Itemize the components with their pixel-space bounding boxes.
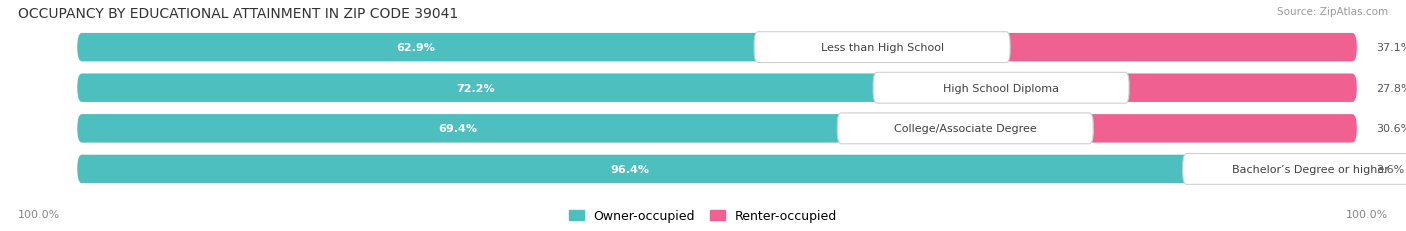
Text: 62.9%: 62.9% <box>396 43 436 53</box>
FancyBboxPatch shape <box>77 115 1357 143</box>
Text: OCCUPANCY BY EDUCATIONAL ATTAINMENT IN ZIP CODE 39041: OCCUPANCY BY EDUCATIONAL ATTAINMENT IN Z… <box>18 7 458 21</box>
FancyBboxPatch shape <box>77 34 882 62</box>
FancyBboxPatch shape <box>1182 154 1406 185</box>
Text: 30.6%: 30.6% <box>1376 124 1406 134</box>
Text: High School Diploma: High School Diploma <box>943 83 1059 93</box>
Text: 100.0%: 100.0% <box>18 210 60 219</box>
FancyBboxPatch shape <box>77 74 1357 103</box>
FancyBboxPatch shape <box>754 33 1010 63</box>
Text: 37.1%: 37.1% <box>1376 43 1406 53</box>
FancyBboxPatch shape <box>966 115 1357 143</box>
Text: 69.4%: 69.4% <box>437 124 477 134</box>
Text: 72.2%: 72.2% <box>456 83 495 93</box>
FancyBboxPatch shape <box>1001 74 1357 103</box>
Text: Less than High School: Less than High School <box>821 43 943 53</box>
Text: 96.4%: 96.4% <box>610 164 650 174</box>
Text: 3.6%: 3.6% <box>1376 164 1405 174</box>
FancyBboxPatch shape <box>1310 155 1357 183</box>
Legend: Owner-occupied, Renter-occupied: Owner-occupied, Renter-occupied <box>568 210 838 222</box>
FancyBboxPatch shape <box>77 155 1357 183</box>
Text: College/Associate Degree: College/Associate Degree <box>894 124 1036 134</box>
Text: 100.0%: 100.0% <box>1346 210 1388 219</box>
FancyBboxPatch shape <box>882 34 1357 62</box>
Text: Bachelor’s Degree or higher: Bachelor’s Degree or higher <box>1232 164 1389 174</box>
FancyBboxPatch shape <box>77 115 966 143</box>
Text: 27.8%: 27.8% <box>1376 83 1406 93</box>
FancyBboxPatch shape <box>77 155 1310 183</box>
FancyBboxPatch shape <box>77 74 1001 103</box>
FancyBboxPatch shape <box>873 73 1129 104</box>
FancyBboxPatch shape <box>77 34 1357 62</box>
Text: Source: ZipAtlas.com: Source: ZipAtlas.com <box>1277 7 1388 17</box>
FancyBboxPatch shape <box>838 113 1094 144</box>
